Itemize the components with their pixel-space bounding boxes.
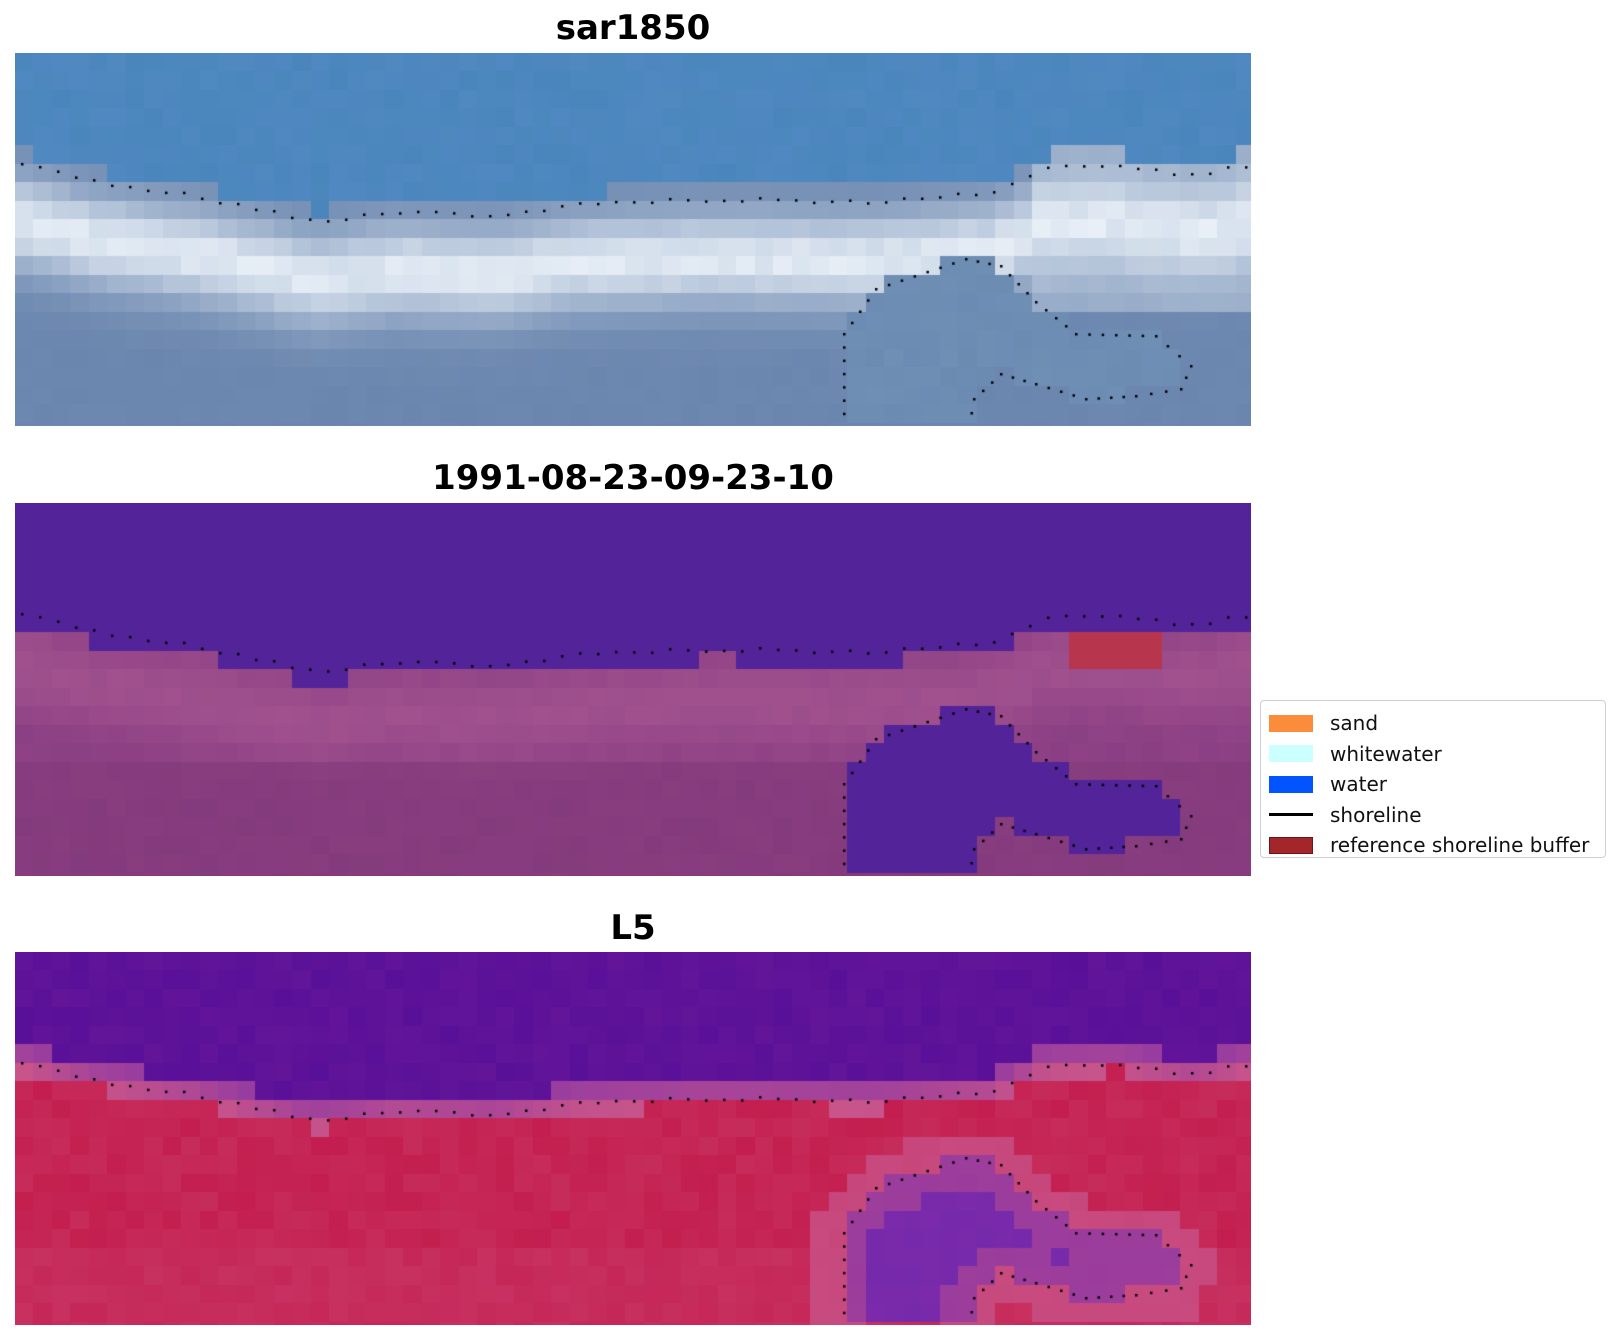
index-image-panel <box>15 952 1251 1325</box>
legend-item-sand: sand <box>1269 708 1597 739</box>
legend: sand whitewater water shoreline reference sh… <box>1260 700 1606 858</box>
legend-label: water <box>1330 772 1387 797</box>
legend-label: shoreline <box>1330 802 1422 827</box>
rgb-image-panel <box>15 53 1251 426</box>
legend-color-swatch <box>1269 745 1313 763</box>
legend-color-swatch <box>1269 714 1313 732</box>
legend-color-swatch <box>1269 775 1313 793</box>
panel-title-3: L5 <box>610 908 656 948</box>
legend-item-reference-shoreline-buffer: reference shoreline buffer <box>1269 830 1597 861</box>
legend-item-water: water <box>1269 769 1597 800</box>
legend-item-whitewater: whitewater <box>1269 739 1597 770</box>
legend-label: whitewater <box>1330 741 1442 766</box>
legend-line-swatch <box>1269 806 1313 823</box>
legend-color-swatch <box>1269 836 1313 854</box>
panel-title-1: sar1850 <box>555 8 711 48</box>
legend-label: sand <box>1330 711 1379 736</box>
legend-item-shoreline: shoreline <box>1269 800 1597 831</box>
classification-image-panel <box>15 503 1251 876</box>
legend-label: reference shoreline buffer <box>1330 833 1590 858</box>
panel-title-2: 1991-08-23-09-23-10 <box>432 458 834 498</box>
